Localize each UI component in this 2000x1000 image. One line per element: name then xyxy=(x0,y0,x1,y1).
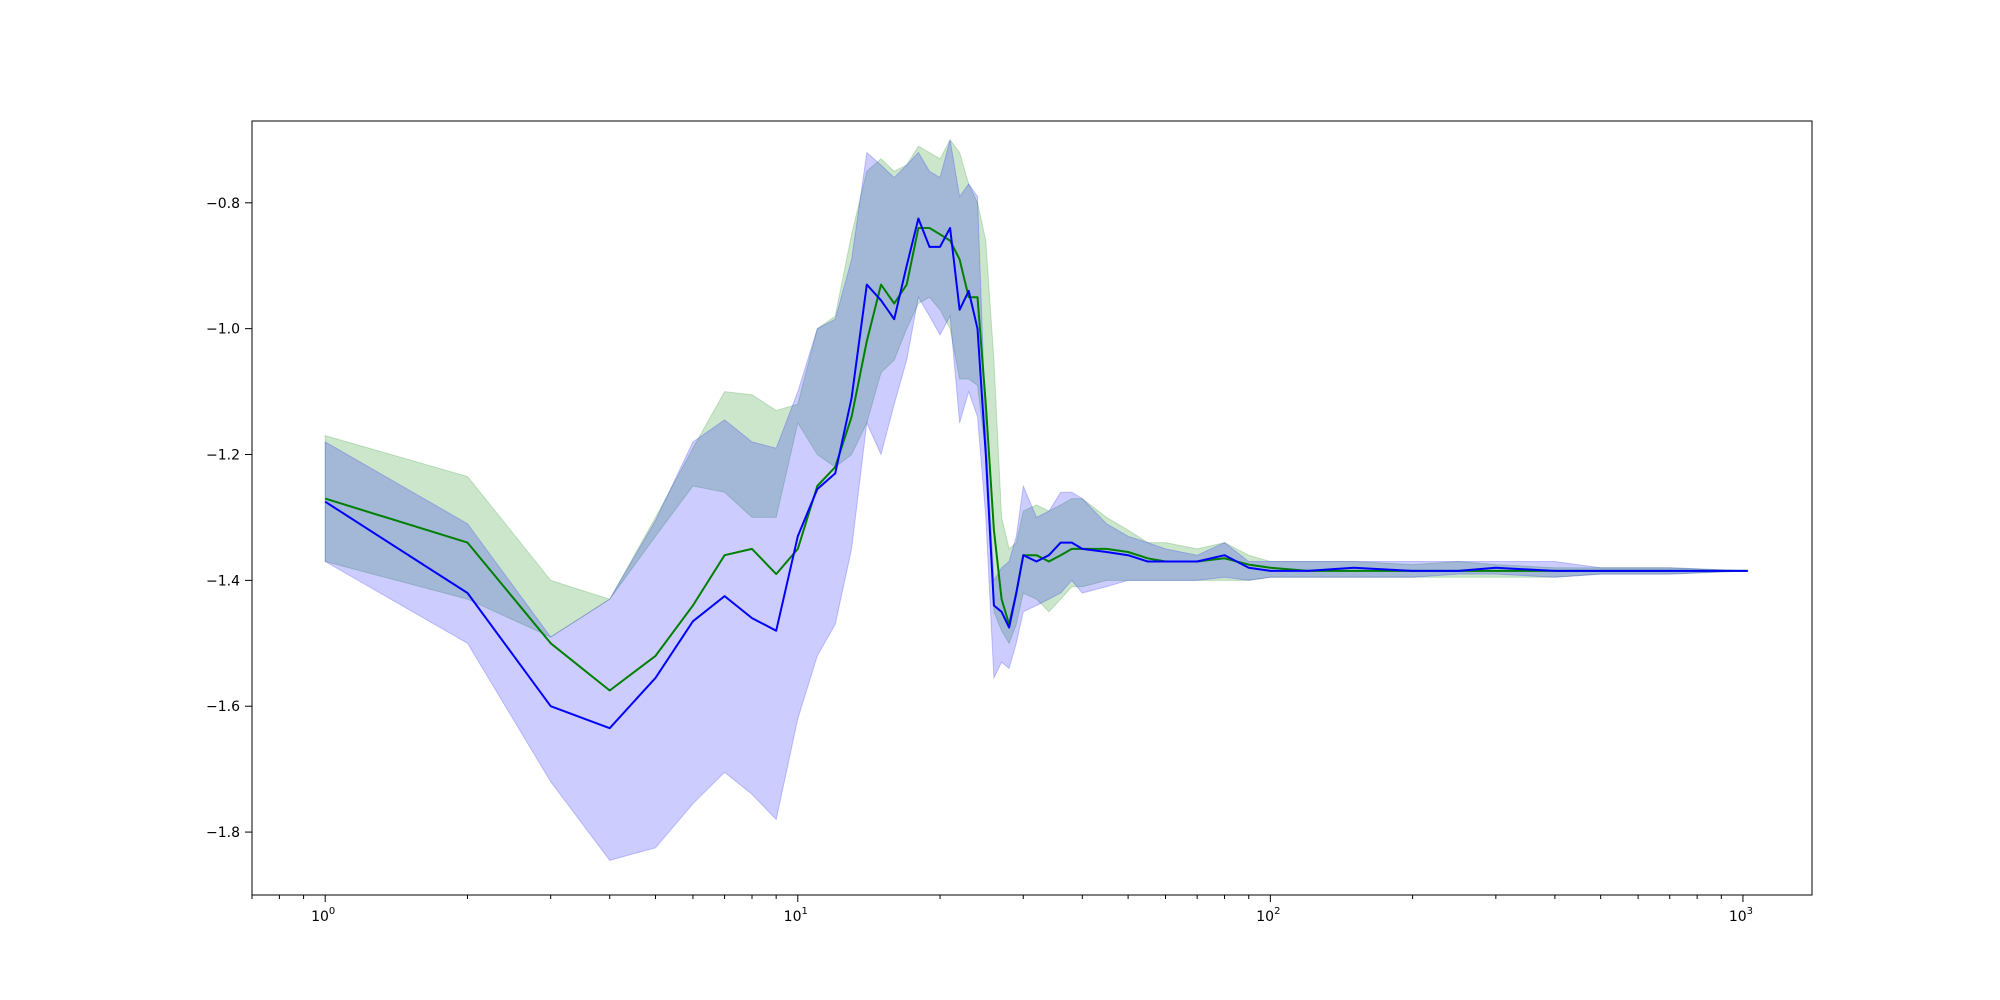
y-tick-label: −1.0 xyxy=(206,322,240,338)
x-tick-exponent: 2 xyxy=(1274,906,1280,917)
y-tick-label: −1.4 xyxy=(206,573,240,589)
x-tick-exponent: 0 xyxy=(329,906,335,917)
x-tick-exponent: 3 xyxy=(1747,906,1753,917)
x-axis: 100 101 102 103 xyxy=(251,895,1753,925)
series-2-band xyxy=(324,139,1748,861)
series-lines xyxy=(324,217,1748,730)
y-tick-label: −1.8 xyxy=(206,825,240,841)
y-axis: −0.8 −1.0 −1.2 −1.4 −1.6 −1.8 xyxy=(206,196,252,841)
y-tick-label: −1.2 xyxy=(206,448,240,464)
plot-frame xyxy=(251,120,1813,896)
x-tick-exponent: 1 xyxy=(802,906,808,917)
y-tick-label: −0.8 xyxy=(206,196,240,212)
series-2-line xyxy=(324,217,1748,730)
series-1-line xyxy=(324,227,1748,692)
y-tick-label: −1.6 xyxy=(206,699,240,715)
